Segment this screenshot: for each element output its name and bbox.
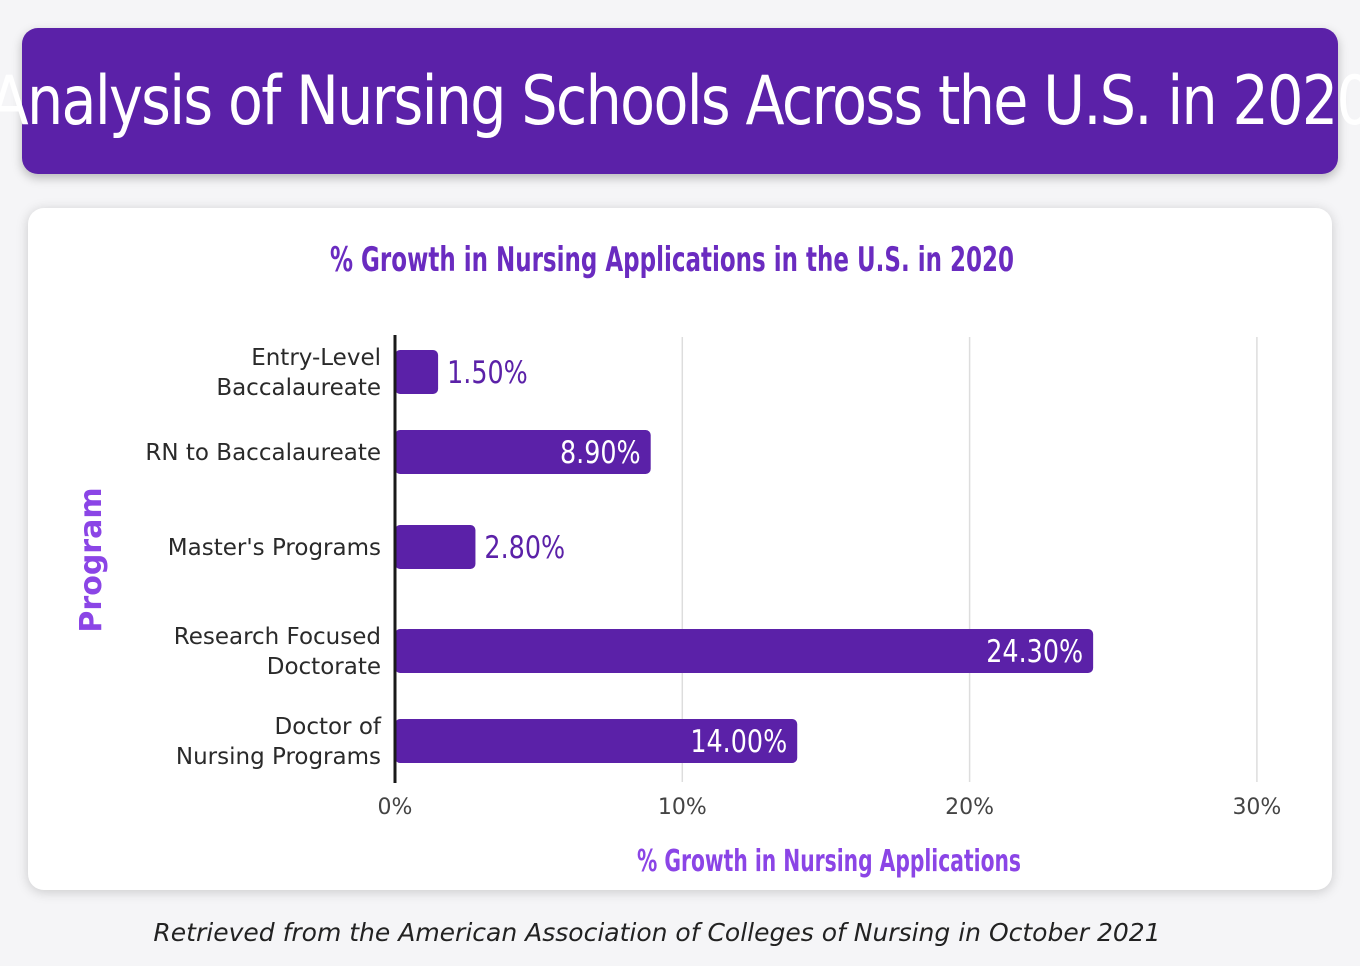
x-tick-label: 10% <box>658 795 707 820</box>
bar-value-label: 2.80% <box>484 530 565 566</box>
x-axis-title: % Growth in Nursing Applications <box>637 844 1021 879</box>
bar <box>395 629 1094 673</box>
title-banner: Analysis of Nursing Schools Across the U… <box>0 28 1360 174</box>
bar-value-label: 14.00% <box>690 724 787 760</box>
bar <box>395 525 476 569</box>
category-label: Doctorate <box>267 654 381 680</box>
category-label: Baccalaureate <box>216 375 381 401</box>
bar <box>395 350 439 394</box>
category-label: Master's Programs <box>168 535 381 561</box>
source-note: Retrieved from the American Association … <box>153 918 1161 947</box>
bar <box>395 719 798 763</box>
chart-card <box>28 208 1332 890</box>
x-tick-label: 0% <box>378 795 413 820</box>
category-label: RN to Baccalaureate <box>145 440 381 466</box>
category-label: Doctor of <box>275 714 382 740</box>
bar <box>395 430 651 474</box>
bar-value-label: 24.30% <box>986 634 1083 670</box>
category-label: Nursing Programs <box>176 744 381 770</box>
chart-title: % Growth in Nursing Applications in the … <box>330 240 1014 280</box>
page-title: Analysis of Nursing Schools Across the U… <box>0 61 1360 141</box>
category-label: Entry-Level <box>251 345 381 371</box>
y-axis-title: Program <box>74 487 109 632</box>
bar-value-label: 8.90% <box>560 435 641 471</box>
x-tick-label: 20% <box>945 795 994 820</box>
x-tick-label: 30% <box>1232 795 1281 820</box>
category-label: Research Focused <box>174 624 381 650</box>
bar-value-label: 1.50% <box>447 355 528 391</box>
